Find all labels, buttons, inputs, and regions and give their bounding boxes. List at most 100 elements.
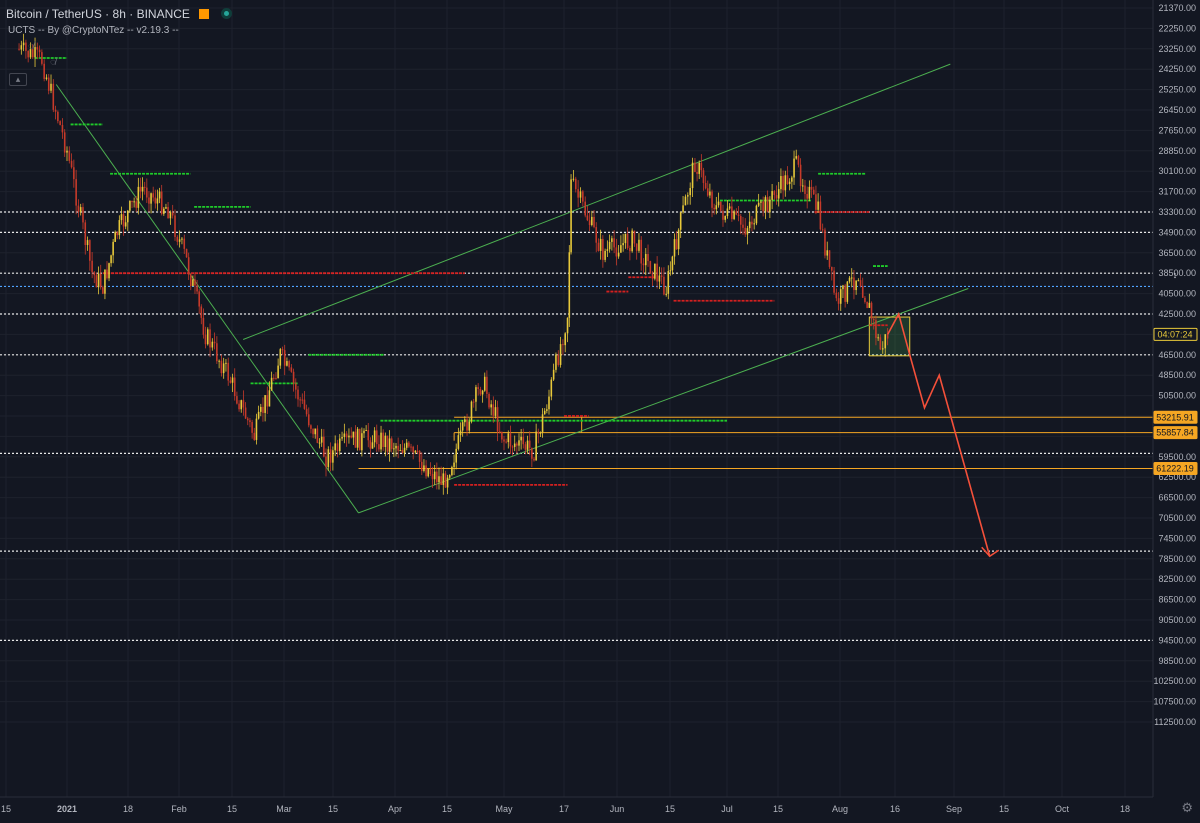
candle-body <box>548 396 550 410</box>
collapse-legend-button[interactable]: ▴ <box>9 73 27 86</box>
symbol-name[interactable]: Bitcoin / TetherUS <box>6 7 102 21</box>
interval-label[interactable]: 8h <box>112 7 126 21</box>
candle-body <box>837 298 840 304</box>
candle-body <box>204 334 207 345</box>
price-tick-label: 22250.00 <box>1158 23 1196 33</box>
candle-body <box>45 77 48 79</box>
candle-body <box>477 387 479 389</box>
candle-body <box>312 428 314 435</box>
candle-body <box>397 445 399 451</box>
candle-body <box>797 156 800 165</box>
candle-body <box>150 193 152 204</box>
candle-body <box>320 436 323 443</box>
candle-body <box>183 238 186 249</box>
flag-icon[interactable] <box>199 9 210 19</box>
candle-body <box>853 277 855 291</box>
candle-body <box>622 243 624 246</box>
candle-body <box>363 430 365 434</box>
candle-body <box>649 261 652 274</box>
candle-body <box>698 162 701 174</box>
candle-body <box>108 263 110 279</box>
candle-body <box>550 379 553 397</box>
candle-body <box>884 334 887 349</box>
time-tick-label: 15 <box>665 804 675 814</box>
candle-body <box>238 403 240 410</box>
candle-body <box>93 272 96 276</box>
candle-body <box>318 442 321 444</box>
candle-body <box>390 438 393 449</box>
candle-body <box>277 365 279 379</box>
candle-body <box>332 450 334 463</box>
candle-body <box>338 438 341 452</box>
candle-body <box>518 440 520 446</box>
candle-body <box>202 317 205 335</box>
time-tick-label: 16 <box>890 804 900 814</box>
candle-body <box>660 275 663 277</box>
candle-body <box>835 292 838 299</box>
candle-body <box>773 191 776 196</box>
trend-line[interactable] <box>242 63 951 340</box>
candle-body <box>305 408 308 415</box>
candle-body <box>744 227 747 235</box>
eye-hidden-icon[interactable]: ◌̸ <box>28 41 34 52</box>
candle-body <box>375 430 378 445</box>
candle-body <box>733 211 735 219</box>
chart-header: Bitcoin / TetherUS · 8h · BINANCE <box>6 7 232 21</box>
candle-body <box>348 435 350 438</box>
candle-body <box>371 442 374 449</box>
candle-body <box>129 200 131 211</box>
projection-path[interactable] <box>886 311 991 557</box>
trend-line[interactable] <box>358 288 969 514</box>
axis-cursor-icon[interactable]: ↕ <box>1173 270 1178 280</box>
candle-body <box>602 238 604 260</box>
candle-body <box>194 279 196 286</box>
candle-body <box>89 240 91 261</box>
exchange-label: BINANCE <box>136 7 190 21</box>
indicator-legend[interactable]: UCTS -- By @CryptoNTez -- v2.19.3 -- <box>8 25 179 36</box>
candle-body <box>782 176 784 191</box>
candle-body <box>152 193 154 198</box>
price-tick-label: 102500.00 <box>1153 676 1196 686</box>
candle-body <box>373 430 376 443</box>
candle-body <box>294 383 297 390</box>
candle-body <box>543 410 546 415</box>
candle-body <box>31 49 34 58</box>
candle-body <box>116 232 119 236</box>
candle-body <box>222 363 225 374</box>
candle-body <box>38 49 41 53</box>
eye-hidden-icon-2[interactable]: ◌̸ <box>50 57 56 68</box>
candle-body <box>270 377 273 391</box>
candle-body <box>691 162 694 189</box>
candle-body <box>486 376 488 394</box>
candle-body <box>386 435 389 452</box>
candle-body <box>73 167 75 180</box>
candle-body <box>595 227 598 243</box>
candle-body <box>566 317 569 334</box>
candle-body <box>546 409 548 411</box>
candle-body <box>728 206 731 209</box>
candle-body <box>468 421 471 431</box>
time-tick-label: 15 <box>1 804 11 814</box>
trend-line[interactable] <box>55 84 359 514</box>
candle-body <box>436 471 438 483</box>
candle-body <box>187 257 190 275</box>
candle-body <box>715 205 718 210</box>
candle-body <box>314 428 317 435</box>
candle-body <box>806 193 808 199</box>
candle-body <box>719 201 722 211</box>
candle-body <box>671 256 674 271</box>
candle-body <box>724 216 727 220</box>
candle-body <box>490 404 492 408</box>
candle-body <box>588 220 591 226</box>
candle-body <box>416 450 419 452</box>
candle-body <box>795 156 798 159</box>
candle-body <box>857 280 860 282</box>
candle-body <box>262 406 264 413</box>
candle-body <box>272 377 275 379</box>
candle-body <box>148 197 150 204</box>
candle-body <box>213 341 216 344</box>
settings-gear-icon[interactable]: ⚙ <box>1181 800 1193 815</box>
price-label-text: 53215.91 <box>1156 412 1194 422</box>
